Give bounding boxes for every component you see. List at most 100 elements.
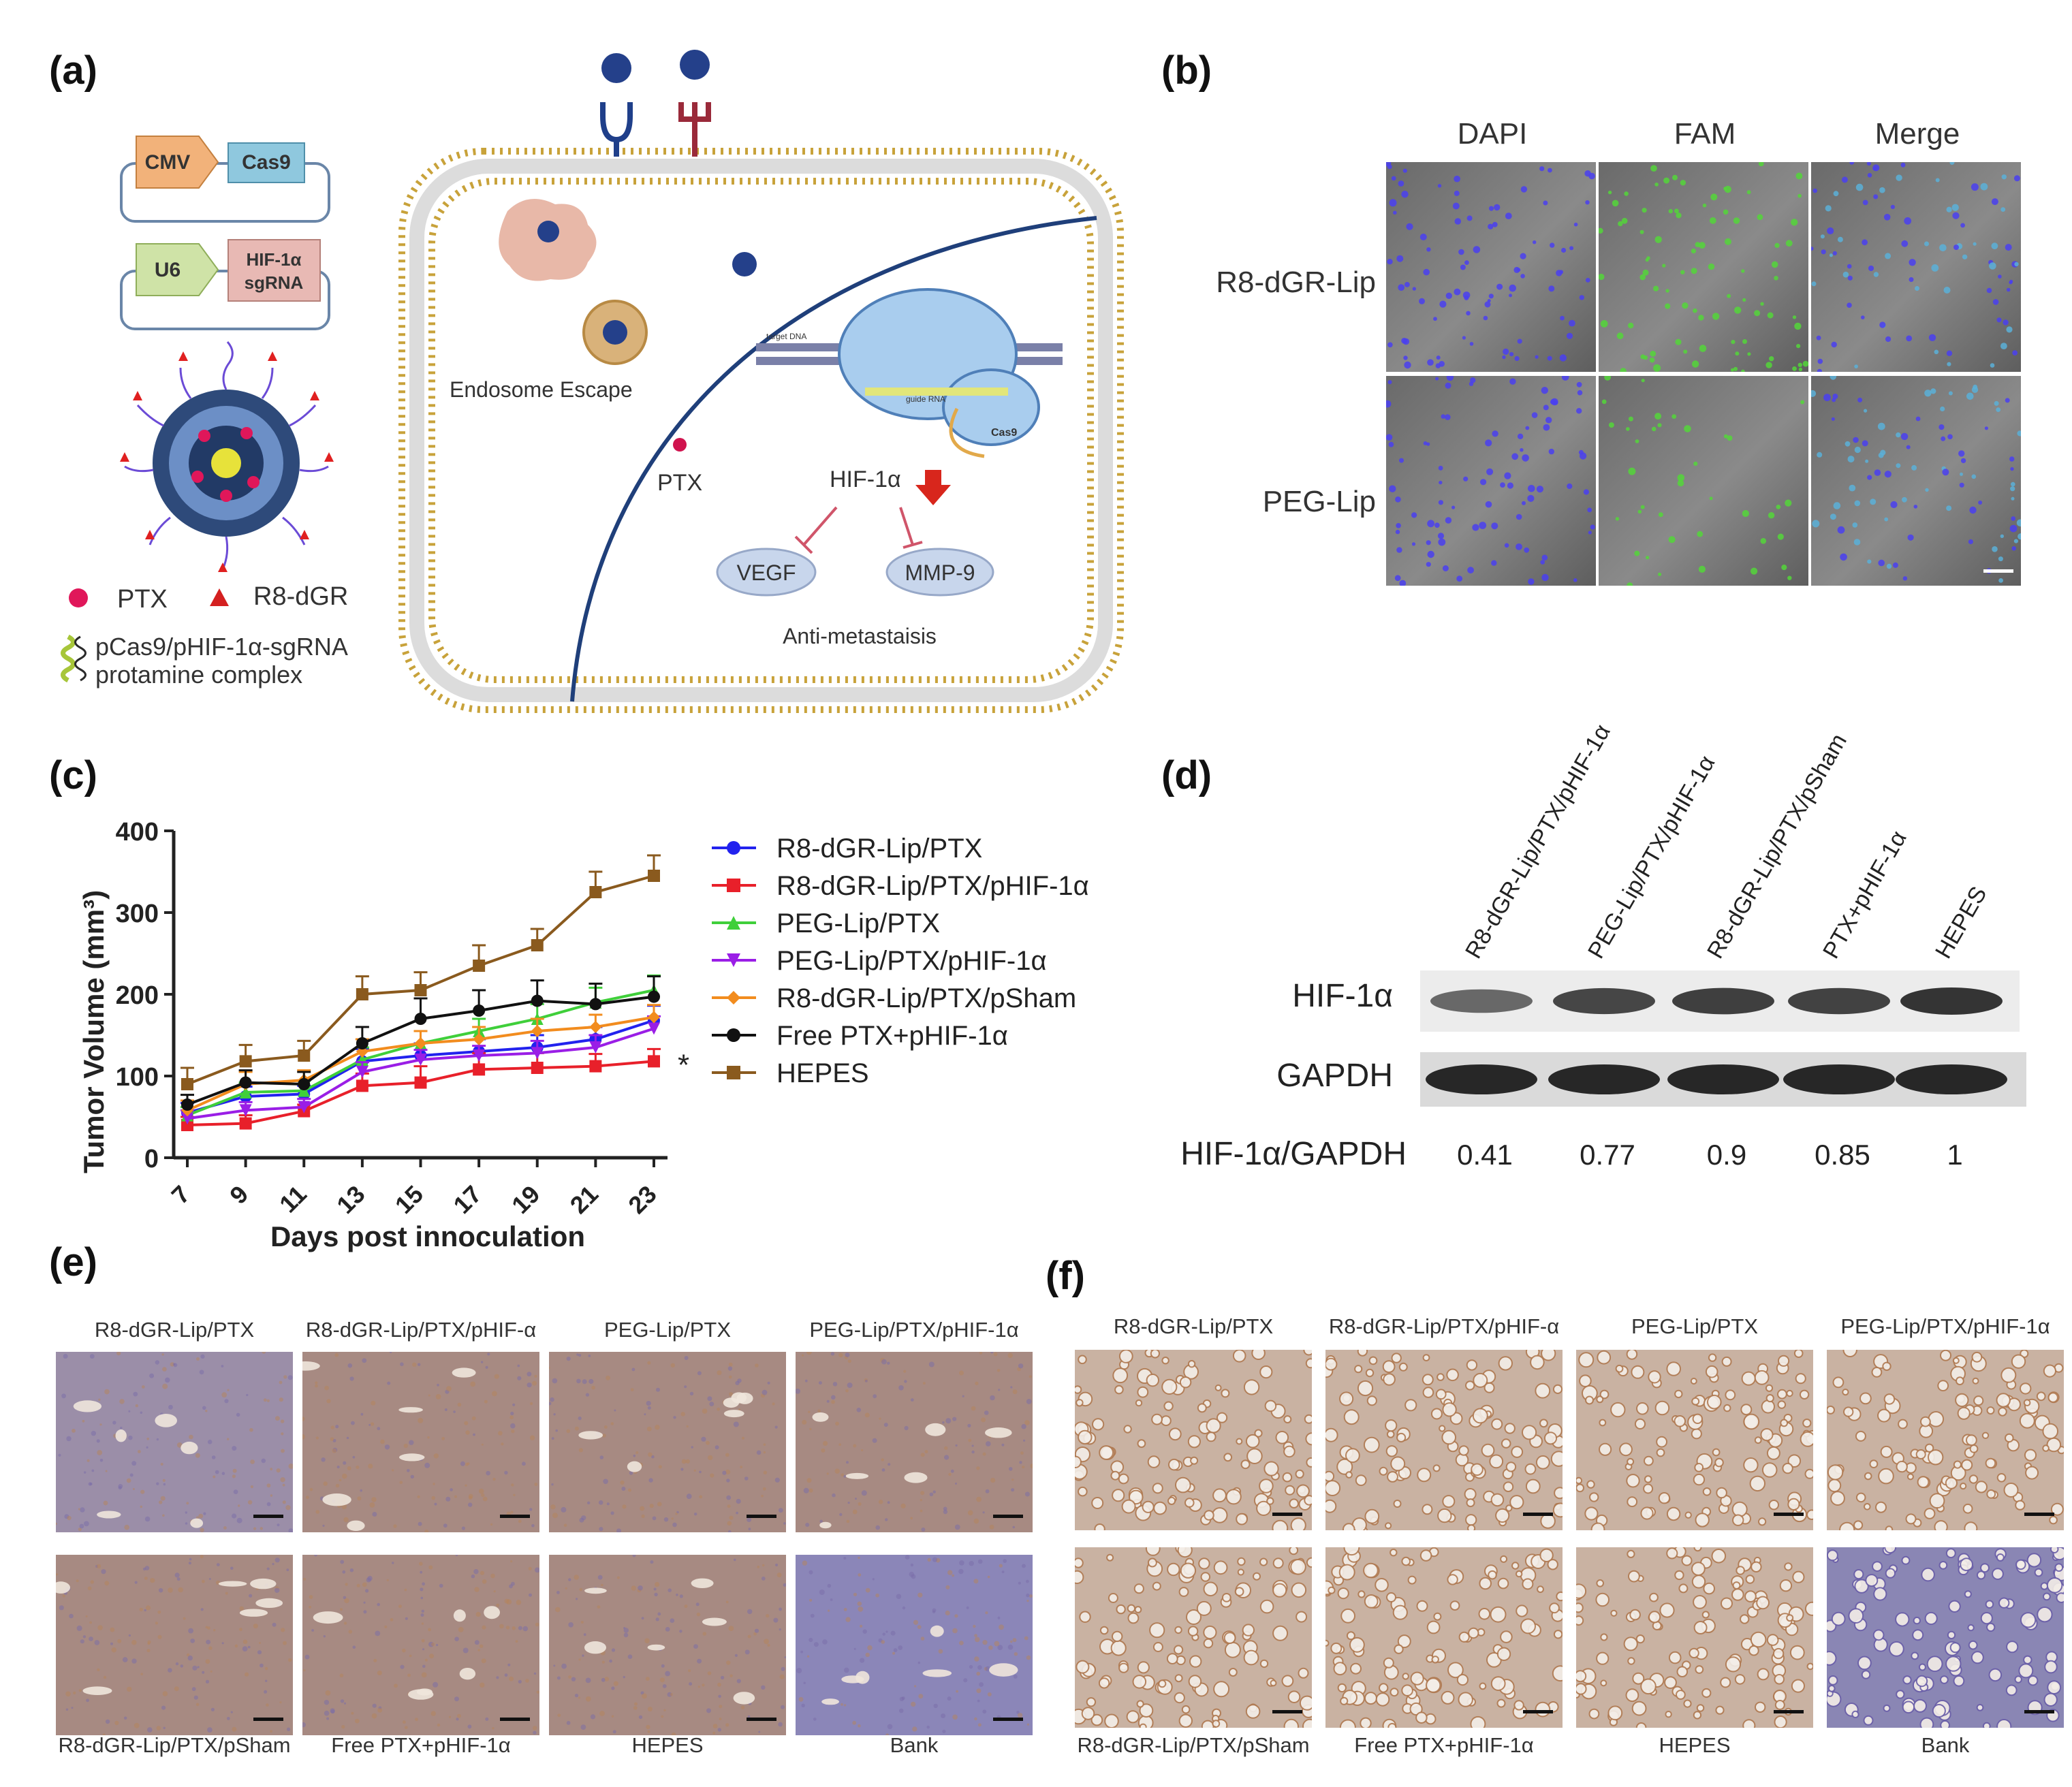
panel-e-label: (e) <box>49 1240 97 1284</box>
lane-label: R8-dGR-Lip/PTX/pSham <box>1702 729 1852 963</box>
panel-f-label: (f) <box>1046 1254 1085 1298</box>
data-point <box>414 1037 427 1049</box>
hif-band <box>1788 987 1890 1015</box>
x-tick-label: 13 <box>331 1180 370 1219</box>
y-tick-label: 200 <box>116 981 159 1010</box>
data-point <box>239 1086 252 1098</box>
legend-entry: Free PTX+pHIF-1α <box>776 1021 1008 1051</box>
x-tick-label: 19 <box>506 1180 545 1219</box>
gapdh-band <box>1783 1064 1895 1094</box>
x-tick-label: 9 <box>224 1180 253 1209</box>
mechanism-schematic: CMV Cas9 U6 HIF-1α sgRNA <box>61 50 1124 713</box>
data-point <box>473 1033 486 1045</box>
data-point <box>473 1063 486 1076</box>
legend-entry: HEPES <box>776 1058 869 1088</box>
gapdh-band <box>1426 1064 1537 1094</box>
data-point <box>589 1041 602 1054</box>
anti-metastasis-label: Anti-metastaisis <box>783 624 937 648</box>
liposome-icon <box>120 341 334 572</box>
legend-marker <box>727 916 740 930</box>
ihc-caption: PEG-Lip/PTX/pHIF-1α <box>1840 1314 2050 1338</box>
legend-marker <box>727 1066 740 1079</box>
e-ihc-image <box>56 1352 293 1532</box>
receptor-blue <box>600 53 633 157</box>
ratio-value: 1 <box>1947 1139 1962 1171</box>
col-merge-label: Merge <box>1874 117 1960 151</box>
series-5 <box>180 975 661 1111</box>
inhibition-arrows <box>794 506 923 554</box>
ratio-value: 0.77 <box>1580 1139 1635 1171</box>
fluorescence-image-peg-lip-dapi <box>1386 376 1596 586</box>
gapdh-band <box>1896 1064 2007 1094</box>
western-blot: R8-dGR-Lip/PTX/pHIF-1αPEG-Lip/PTX/pHIF-1… <box>1180 720 2026 1172</box>
ihc-caption: R8-dGR-Lip/PTX/pSham <box>58 1733 291 1757</box>
y-tick-label: 400 <box>116 818 159 847</box>
data-point <box>181 1078 193 1090</box>
hif-band <box>1430 989 1533 1013</box>
ihc-caption: R8-dGR-Lip/PTX/pSham <box>1077 1733 1310 1757</box>
e-ihc-image <box>302 1555 539 1735</box>
f-ihc-image <box>1075 1547 1312 1728</box>
panel-d-label: (d) <box>1161 753 1212 797</box>
data-point <box>589 886 602 898</box>
r8dgr-legend-icon <box>210 588 229 606</box>
ptx-cell-label: PTX <box>657 470 702 496</box>
data-point <box>414 1076 427 1089</box>
significance-mark: * <box>678 1048 689 1081</box>
ihc-caption: PEG-Lip/PTX <box>1631 1314 1759 1338</box>
f-ihc-image <box>1827 1350 2064 1530</box>
x-tick-label: 15 <box>390 1180 428 1219</box>
y-tick-label: 0 <box>144 1145 159 1173</box>
nucleus-boundary <box>570 216 1097 702</box>
f-ihc-image <box>1325 1350 1563 1530</box>
fluorescence-image-r8-dgr-lip-fam <box>1599 162 1808 372</box>
data-point <box>473 1049 486 1062</box>
e-ihc-image <box>549 1352 786 1532</box>
ihc-caption: Bank <box>1921 1733 1970 1757</box>
cas9-complex: target DNA guide RNA Cas9 <box>756 288 1063 458</box>
x-tick-label: 17 <box>448 1180 486 1219</box>
mmp9-oval <box>885 548 994 597</box>
vegf-oval <box>716 548 817 597</box>
x-tick-label: 21 <box>565 1180 603 1219</box>
f-ihc-image <box>1325 1547 1563 1728</box>
legend-entry: PEG-Lip/PTX <box>776 908 940 938</box>
data-point <box>298 1049 311 1062</box>
ihc-caption: R8-dGR-Lip/PTX/pHIF-α <box>305 1318 537 1342</box>
lane-label: PTX+pHIF-1α <box>1818 827 1912 963</box>
lane-label: R8-dGR-Lip/PTX/pHIF-1α <box>1460 720 1616 963</box>
blot-row-gapdh: GAPDH <box>1276 1058 1393 1094</box>
receptor-red <box>678 50 711 157</box>
e-ihc-image <box>302 1352 539 1532</box>
data-point <box>473 1005 486 1017</box>
data-point <box>239 1076 252 1089</box>
ratio-value: 0.41 <box>1457 1139 1513 1171</box>
ratio-label: HIF-1α/GAPDH <box>1180 1136 1407 1172</box>
legend-marker <box>727 1028 740 1042</box>
legend-marker <box>727 841 740 855</box>
col-fam-label: FAM <box>1674 117 1736 151</box>
y-tick-label: 100 <box>116 1063 159 1092</box>
data-point <box>531 1047 544 1060</box>
legend-marker <box>727 879 740 892</box>
data-point <box>531 1062 544 1074</box>
data-point <box>531 1025 544 1037</box>
x-tick-label: 7 <box>166 1180 195 1209</box>
data-point <box>648 1055 660 1068</box>
col-dapi-label: DAPI <box>1457 117 1528 151</box>
data-point <box>531 939 544 951</box>
e-ihc-image <box>796 1555 1033 1735</box>
data-point <box>239 1104 252 1117</box>
hif-cell-label: HIF-1α <box>830 466 901 492</box>
ratio-value: 0.85 <box>1815 1139 1870 1171</box>
free-liposome <box>732 252 757 276</box>
ptx-legend-label: PTX <box>117 585 168 614</box>
plasmid-cas9: CMV Cas9 <box>120 136 330 223</box>
ihc-caption: HEPES <box>631 1733 704 1757</box>
gapdh-band <box>1667 1064 1779 1094</box>
endosome-icon <box>499 199 597 281</box>
hif-band <box>1900 987 2003 1015</box>
ihc-caption: Bank <box>890 1733 939 1757</box>
ihc-caption: Free PTX+pHIF-1α <box>331 1733 511 1757</box>
fluorescence-image-r8-dgr-lip-dapi <box>1386 162 1596 372</box>
